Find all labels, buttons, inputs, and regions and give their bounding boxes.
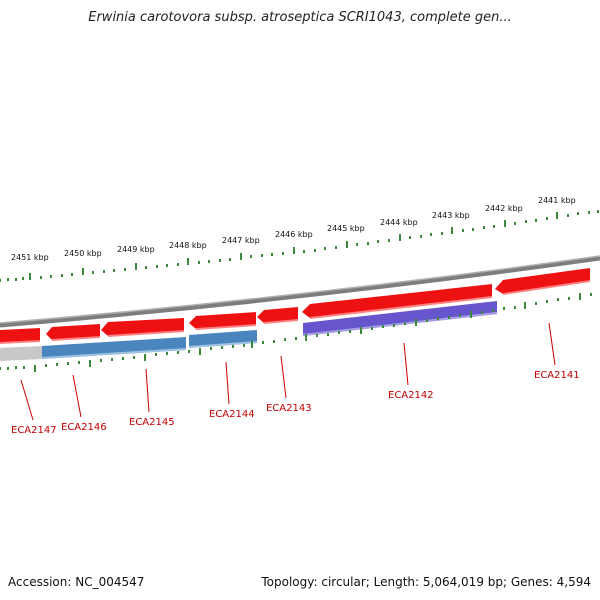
kbp-label: 2446 kbp bbox=[275, 230, 313, 239]
gene-ECA2142 bbox=[302, 284, 492, 318]
kbp-label: 2448 kbp bbox=[169, 241, 207, 250]
gene-label: ECA2141 bbox=[534, 370, 580, 381]
gene-block-gray bbox=[0, 346, 42, 361]
outer-ticks bbox=[0, 210, 599, 282]
gene-label: ECA2146 bbox=[61, 422, 107, 433]
kbp-label: 2443 kbp bbox=[432, 211, 470, 220]
gene-label: ECA2147 bbox=[11, 425, 57, 436]
callout-lines bbox=[20, 322, 556, 421]
gene-block-purple bbox=[303, 301, 497, 336]
gene-ECA2146 bbox=[46, 324, 100, 340]
gene-label: ECA2142 bbox=[388, 390, 434, 401]
gene-label: ECA2144 bbox=[209, 409, 255, 420]
kbp-label: 2450 kbp bbox=[64, 249, 102, 258]
kbp-label: 2449 kbp bbox=[117, 245, 155, 254]
gene-ECA2141 bbox=[495, 268, 590, 294]
gene-labels: ECA2147 ECA2146 ECA2145 ECA2144 ECA2143 … bbox=[11, 370, 580, 436]
reverse-strand-genes bbox=[0, 301, 498, 361]
map-title: Erwinia carotovora subsp. atroseptica SC… bbox=[88, 10, 512, 25]
gene-ECA2143 bbox=[257, 307, 298, 323]
kbp-label: 2442 kbp bbox=[485, 204, 523, 213]
gene-ECA2144 bbox=[189, 312, 256, 329]
kbp-label: 2441 kbp bbox=[538, 196, 576, 205]
gene-label: ECA2143 bbox=[266, 403, 312, 414]
forward-strand-genes bbox=[0, 268, 591, 344]
genome-summary-text: Topology: circular; Length: 5,064,019 bp… bbox=[261, 575, 591, 589]
gene-block-blue bbox=[42, 337, 186, 359]
inner-ticks bbox=[0, 293, 592, 372]
kbp-label: 2444 kbp bbox=[380, 218, 418, 227]
kbp-label: 2445 kbp bbox=[327, 224, 365, 233]
gene-label: ECA2145 bbox=[129, 417, 175, 428]
kbp-label: 2451 kbp bbox=[11, 253, 49, 262]
accession-text: Accession: NC_004547 bbox=[8, 575, 145, 589]
gene-ECA2147 bbox=[0, 328, 40, 343]
kbp-label: 2447 kbp bbox=[222, 236, 260, 245]
backbone-ring bbox=[0, 255, 600, 328]
kbp-labels: 2451 kbp 2450 kbp 2449 kbp 2448 kbp 2447… bbox=[11, 196, 576, 262]
